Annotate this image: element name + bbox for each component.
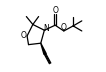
Text: N: N	[43, 24, 49, 33]
Text: O: O	[61, 22, 67, 32]
Text: O: O	[20, 32, 26, 40]
Text: O: O	[52, 6, 58, 15]
Polygon shape	[41, 43, 46, 54]
